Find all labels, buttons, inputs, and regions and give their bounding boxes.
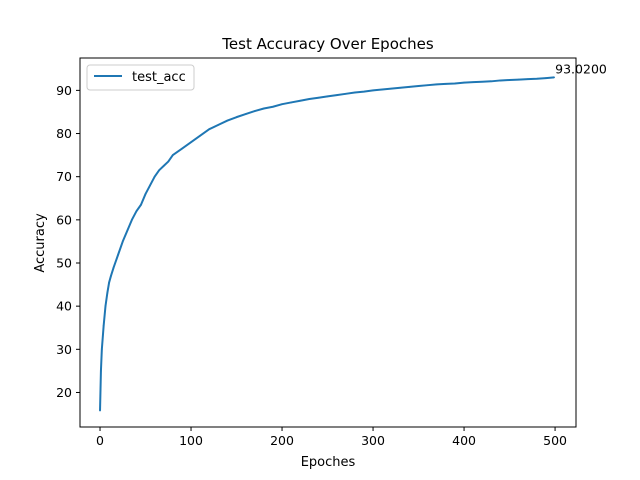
- y-tick-label: 60: [56, 212, 72, 227]
- data-point: [235, 116, 238, 118]
- chart-title: Test Accuracy Over Epoches: [221, 35, 434, 53]
- x-axis-ticks: 0 100 200 300 400 500: [96, 427, 567, 448]
- data-point: [481, 80, 484, 83]
- x-axis-label: Epoches: [301, 455, 356, 470]
- data-point: [101, 348, 103, 351]
- data-point: [335, 94, 338, 96]
- data-point: [317, 96, 320, 99]
- data-point: [281, 103, 283, 105]
- data-point: [244, 113, 247, 115]
- data-point: [110, 275, 112, 277]
- data-point: [399, 86, 402, 89]
- data-point: [472, 81, 474, 83]
- data-point: [140, 203, 142, 206]
- data-point: [545, 77, 547, 79]
- data-point: [326, 95, 329, 98]
- data-point: [102, 324, 105, 327]
- x-tick-label: 300: [361, 433, 385, 448]
- data-point: [217, 124, 220, 126]
- data-point: [158, 169, 160, 172]
- data-point: [181, 147, 183, 150]
- data-point: [149, 184, 151, 187]
- data-point: [167, 160, 170, 163]
- data-point: [162, 165, 165, 167]
- data-point: [131, 219, 133, 221]
- data-point: [99, 409, 101, 412]
- series-layer: [99, 76, 555, 412]
- data-point: [463, 81, 465, 84]
- y-tick-label: 40: [56, 299, 72, 314]
- y-tick-label: 90: [56, 83, 72, 98]
- data-point: [299, 99, 302, 102]
- legend-label: test_acc: [132, 70, 186, 85]
- data-point: [115, 258, 118, 261]
- plot-frame: [79, 57, 577, 428]
- data-point: [308, 98, 311, 100]
- data-point: [199, 134, 201, 137]
- series-line-0: [99, 76, 555, 411]
- data-point: [144, 193, 147, 195]
- data-point: [226, 119, 229, 122]
- data-point: [104, 305, 107, 307]
- data-point: [536, 77, 538, 80]
- y-axis-label: Accuracy: [33, 213, 48, 273]
- data-point: [121, 240, 124, 243]
- data-point: [153, 175, 156, 178]
- data-point: [372, 89, 374, 92]
- data-point: [526, 78, 529, 80]
- data-point: [354, 91, 356, 94]
- y-tick-label: 50: [56, 256, 72, 271]
- data-point: [499, 79, 502, 82]
- data-point: [490, 80, 493, 83]
- y-tick-label: 20: [56, 385, 72, 400]
- data-point: [426, 84, 429, 86]
- data-point: [108, 281, 110, 284]
- x-tick-label: 400: [452, 433, 476, 448]
- x-tick-label: 0: [96, 433, 104, 448]
- data-point: [408, 86, 411, 88]
- data-point: [290, 101, 292, 104]
- data-point: [126, 229, 129, 232]
- y-tick-label: 70: [56, 169, 72, 184]
- data-point: [112, 266, 115, 269]
- data-point: [417, 85, 420, 87]
- y-tick-label: 80: [56, 126, 72, 141]
- data-point: [508, 79, 511, 81]
- data-point: [253, 110, 256, 112]
- data-point: [517, 78, 520, 81]
- data-point: [390, 87, 393, 90]
- data-point: [263, 107, 265, 110]
- data-point: [381, 88, 383, 91]
- data-point: [100, 370, 102, 372]
- data-point: [454, 82, 456, 85]
- last-value-annotation: 93.0200: [555, 61, 607, 76]
- legend-box: [86, 64, 195, 91]
- data-point: [445, 83, 447, 85]
- data-point: [135, 210, 138, 213]
- data-point: [363, 90, 365, 93]
- data-point: [117, 253, 120, 256]
- data-point: [553, 76, 555, 79]
- y-axis-ticks: 20 30 40 50 60 70 80 90: [56, 83, 80, 400]
- data-point: [272, 105, 274, 108]
- x-tick-label: 200: [270, 433, 294, 448]
- data-point: [344, 93, 347, 95]
- data-point: [190, 141, 192, 143]
- x-tick-label: 500: [543, 433, 567, 448]
- x-tick-label: 100: [179, 433, 203, 448]
- data-point: [208, 128, 211, 131]
- legend: test_acc: [86, 64, 195, 91]
- data-point: [106, 292, 109, 295]
- y-tick-label: 30: [56, 342, 72, 357]
- data-point: [435, 83, 438, 86]
- data-point: [172, 154, 174, 156]
